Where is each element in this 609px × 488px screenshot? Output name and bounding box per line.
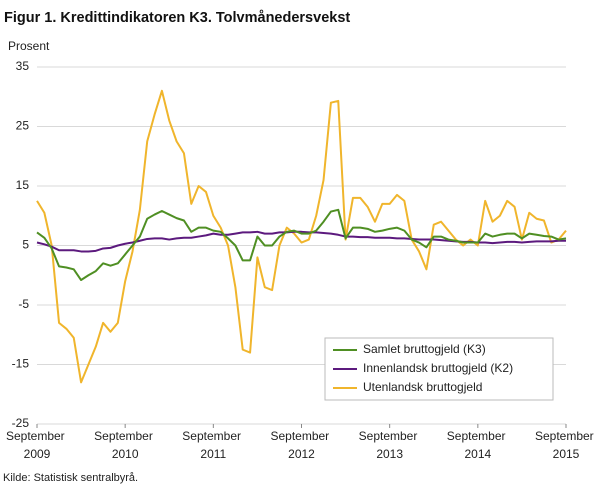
x-tick-label-part: September (94, 429, 156, 443)
y-tick-label: -15 (12, 357, 30, 371)
x-tick-label: September 2010 (94, 429, 156, 461)
x-tick-label: September 2013 (359, 429, 421, 461)
x-tick-label-part: September (182, 429, 244, 443)
y-axis-label: Prosent (8, 39, 50, 53)
x-tick-label-part: September (270, 429, 332, 443)
x-tick-label-part: September (535, 429, 597, 443)
legend-label: Samlet bruttogjeld (K3) (363, 342, 486, 356)
source: Kilde: Statistisk sentralbyrå. (3, 472, 138, 484)
x-tick-label: September 2009 (6, 429, 68, 461)
y-tick-label: -25 (12, 416, 30, 430)
legend-box (324, 337, 554, 401)
x-tick-label-part: 2012 (288, 447, 315, 461)
y-tick-label: 35 (16, 59, 30, 73)
x-tick-label-part: September (6, 429, 68, 443)
series-line (36, 89, 567, 384)
x-tick-label: September 2011 (182, 429, 244, 461)
x-tick-label-part: September (447, 429, 509, 443)
legend-label: Utenlandsk bruttogjeld (363, 380, 482, 394)
x-tick-label: September 2014 (447, 429, 509, 461)
x-tick-label-part: 2014 (464, 447, 491, 461)
x-tick-label-part: 2013 (376, 447, 403, 461)
x-tick-label-part: 2010 (112, 447, 139, 461)
series-line (36, 208, 567, 282)
x-tick-label-part: 2015 (553, 447, 580, 461)
x-tick-label: September 2012 (270, 429, 332, 461)
y-tick-label: 25 (16, 119, 30, 133)
y-tick-label: 5 (22, 238, 29, 252)
legend-label: Innenlandsk bruttogjeld (K2) (363, 361, 513, 375)
x-tick-label-part: 2009 (24, 447, 51, 461)
y-tick-label: -5 (18, 297, 29, 311)
x-tick-label: September 2015 (535, 429, 597, 461)
y-tick-label: 15 (16, 178, 30, 192)
x-tick-label-part: 2011 (200, 447, 226, 461)
chart-title: Figur 1. Kredittindikatoren K3. Tolvmåne… (4, 10, 350, 26)
x-tick-label-part: September (359, 429, 421, 443)
